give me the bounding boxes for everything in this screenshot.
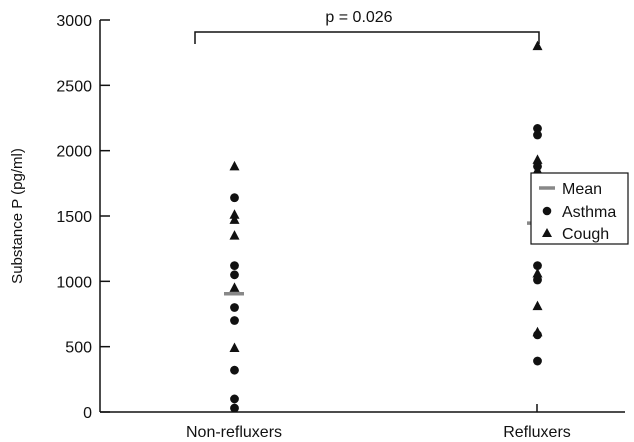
y-ticks: 0 500 1000 1500 2000 2500 3000 — [56, 13, 110, 422]
asthma-point — [230, 270, 239, 280]
asthma-point — [230, 316, 239, 325]
y-tick-label: 1500 — [56, 209, 92, 226]
legend-label-mean: Mean — [562, 181, 602, 198]
asthma-point — [230, 403, 239, 413]
y-tick-label: 0 — [83, 405, 92, 422]
y-tick-label: 3000 — [56, 13, 92, 30]
asthma-point — [533, 275, 542, 285]
asthma-point — [230, 365, 239, 375]
asthma-point — [533, 261, 542, 271]
mean-marks — [224, 221, 547, 296]
legend-asthma-swatch — [542, 206, 552, 216]
x-tick-label: Refluxers — [503, 424, 571, 441]
bracket-line — [194, 31, 540, 44]
asthma-point — [533, 130, 542, 140]
legend-label-asthma: Asthma — [562, 204, 616, 221]
cough-point — [532, 164, 543, 175]
asthma-point — [230, 303, 239, 312]
x-tick-label: Non-refluxers — [186, 424, 282, 441]
cough-point — [532, 40, 543, 51]
asthma-point — [230, 394, 239, 404]
cough-point — [532, 267, 543, 278]
asthma-point — [533, 124, 542, 133]
significance-bracket: p = 0.026 — [194, 9, 540, 44]
cough-point — [532, 154, 543, 164]
legend-label-cough: Cough — [562, 226, 609, 243]
cough-point — [229, 209, 240, 219]
p-value-label: p = 0.026 — [325, 9, 392, 26]
cough-point — [229, 214, 240, 224]
legend-cough-swatch — [542, 228, 552, 237]
cough-point — [229, 230, 240, 240]
cough-point — [229, 160, 240, 171]
legend: Mean Asthma Cough — [530, 172, 629, 245]
y-tick-label: 500 — [65, 340, 92, 357]
cough-point — [229, 342, 240, 352]
asthma-point — [230, 193, 239, 203]
y-tick-label: 1000 — [56, 274, 92, 291]
asthma-point — [230, 261, 239, 271]
y-axis-label: Substance P (pg/ml) — [9, 148, 26, 284]
y-tick-label: 2000 — [56, 144, 92, 161]
x-ticks: Non-refluxers Refluxers — [186, 404, 571, 441]
cough-point — [532, 326, 543, 337]
cough-point — [229, 282, 240, 292]
data-marks — [229, 40, 543, 413]
cough-point — [532, 300, 543, 311]
asthma-point — [533, 356, 542, 366]
y-tick-label: 2500 — [56, 78, 92, 95]
